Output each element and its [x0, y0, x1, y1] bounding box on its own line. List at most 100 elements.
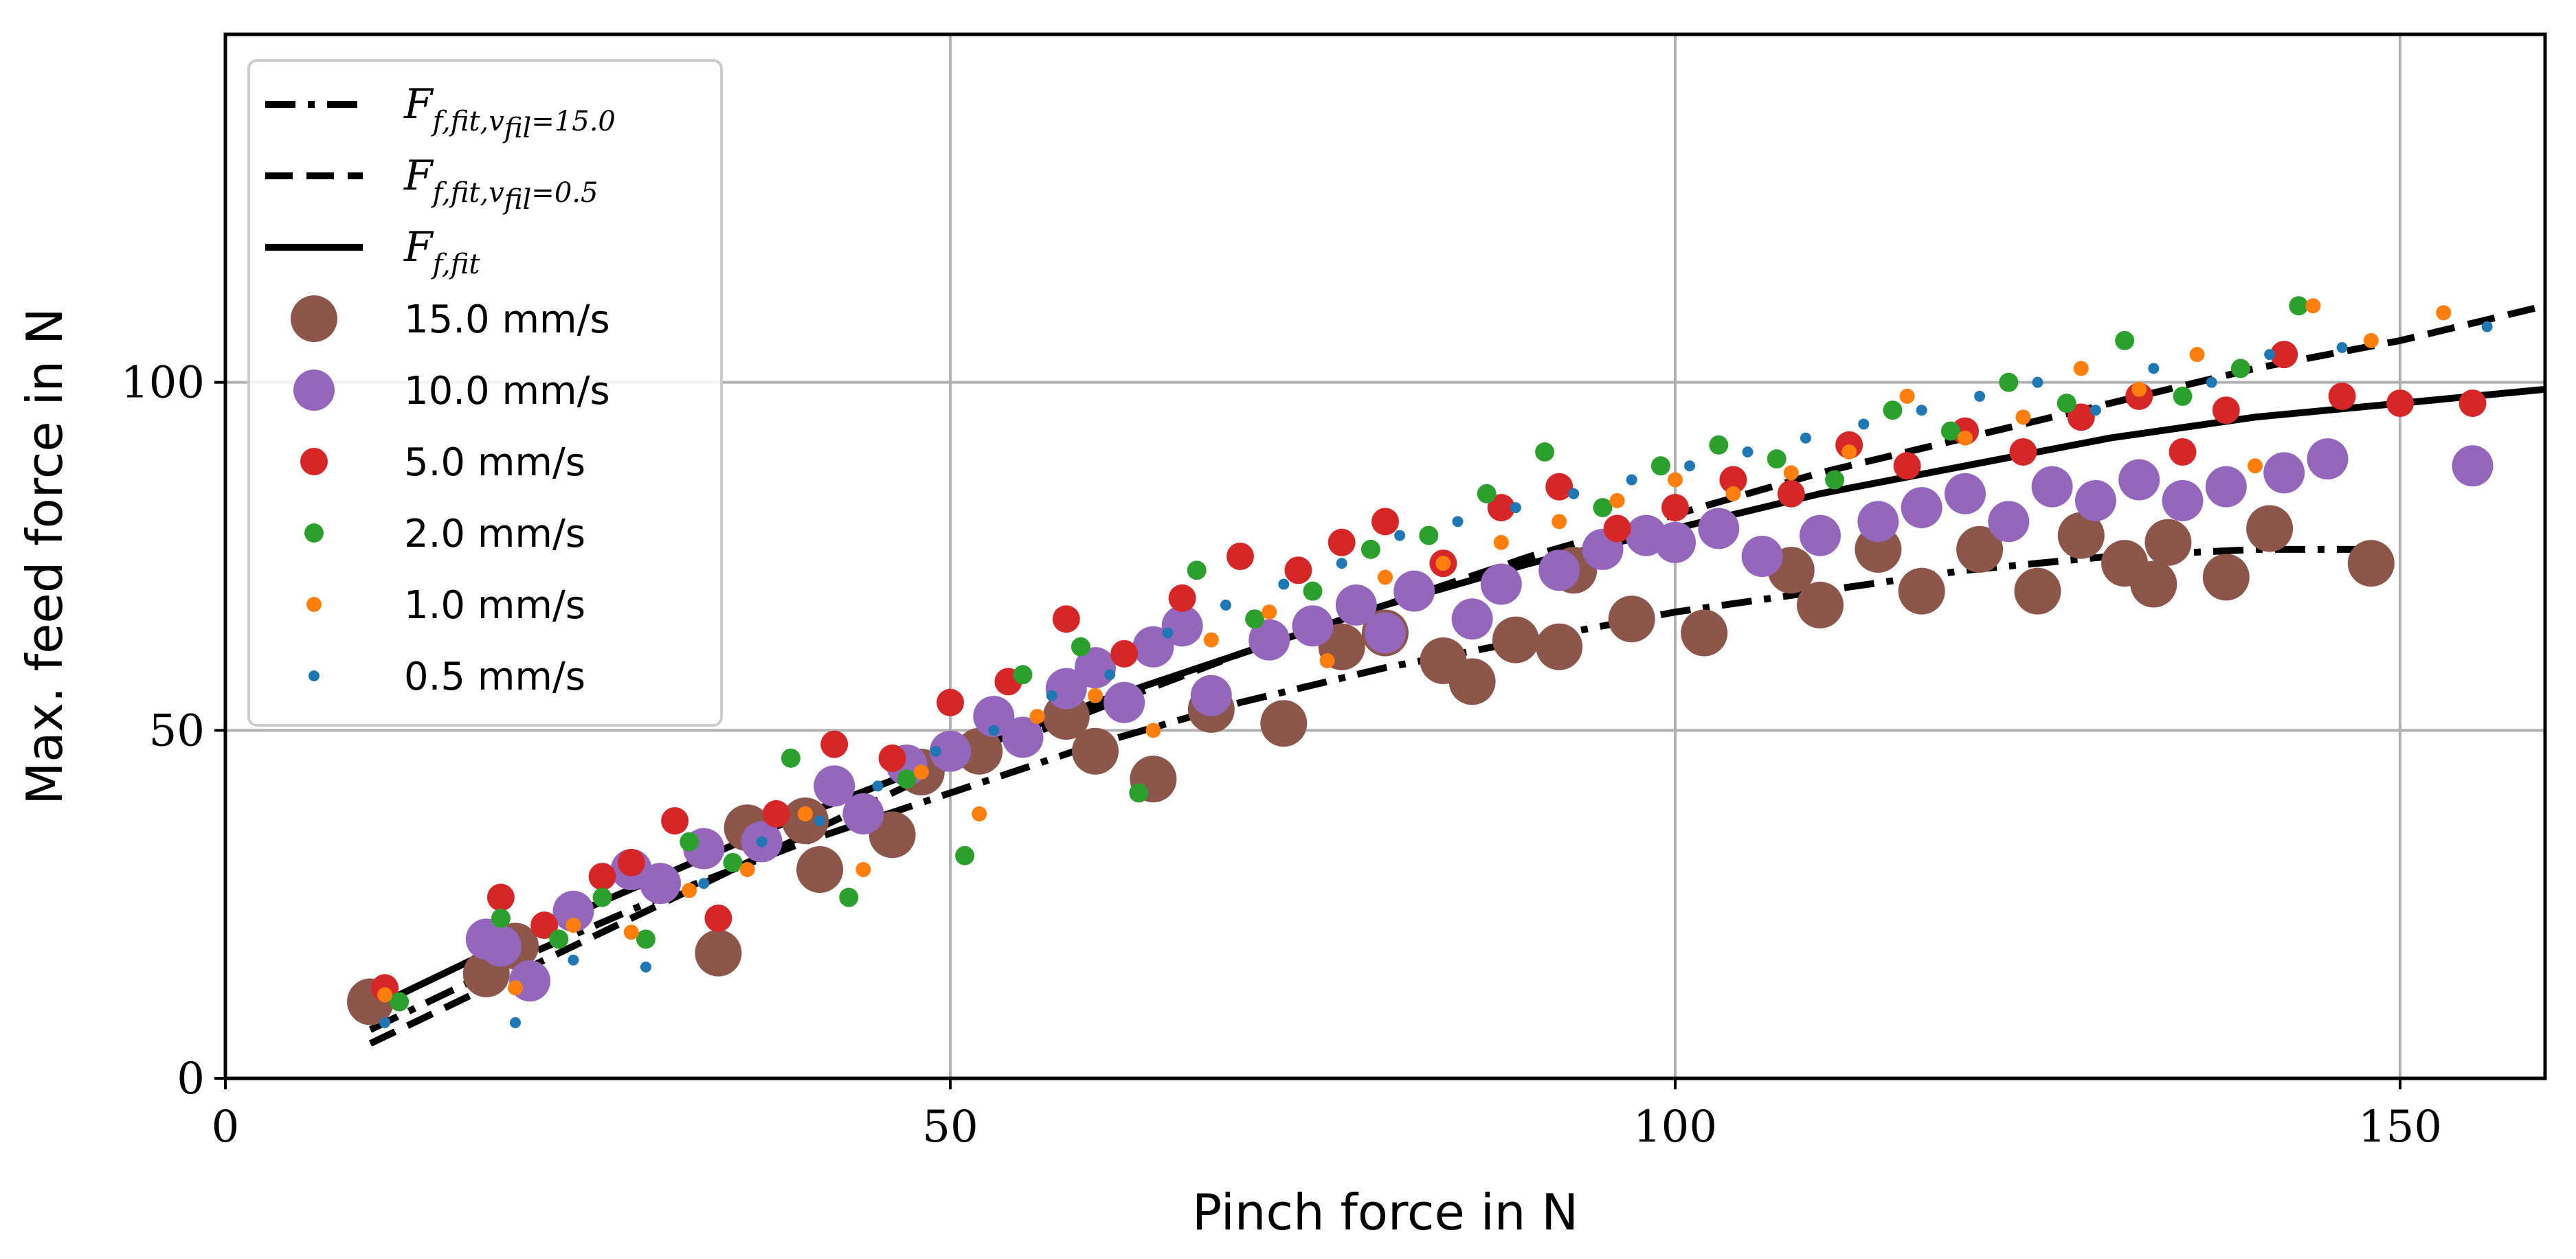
point-15-0-mm-s — [1797, 581, 1844, 628]
point-15-0-mm-s — [1448, 658, 1496, 705]
point-10-0-mm-s — [1698, 508, 1740, 549]
point-2-0-mm-s — [1419, 525, 1439, 545]
point-5-0-mm-s — [1661, 494, 1689, 522]
point-2-0-mm-s — [491, 908, 511, 928]
point-2-0-mm-s — [897, 769, 917, 789]
point-5-0-mm-s — [878, 744, 906, 772]
point-10-0-mm-s — [1538, 549, 1580, 591]
point-0-5-mm-s — [1568, 488, 1580, 499]
point-10-0-mm-s — [1857, 501, 1899, 543]
point-1-0-mm-s — [1493, 534, 1509, 550]
point-10-0-mm-s — [1393, 570, 1435, 612]
point-1-0-mm-s — [1435, 556, 1451, 571]
point-1-0-mm-s — [1668, 472, 1683, 488]
point-5-0-mm-s — [2169, 438, 2197, 466]
point-2-0-mm-s — [390, 992, 410, 1012]
point-5-0-mm-s — [486, 883, 515, 911]
point-5-0-mm-s — [1284, 556, 1312, 585]
point-1-0-mm-s — [739, 862, 755, 877]
point-2-0-mm-s — [1129, 783, 1149, 803]
point-2-0-mm-s — [1940, 421, 1960, 441]
point-1-0-mm-s — [1725, 486, 1741, 501]
point-15-0-mm-s — [695, 929, 742, 977]
point-1-0-mm-s — [623, 925, 639, 940]
point-10-0-mm-s — [1335, 584, 1377, 626]
point-5-0-mm-s — [2459, 389, 2487, 418]
point-1-0-mm-s — [1783, 465, 1799, 481]
legend-label-series: 0.5 mm/s — [404, 655, 585, 699]
point-2-0-mm-s — [592, 887, 612, 907]
point-5-0-mm-s — [1110, 639, 1139, 668]
point-10-0-mm-s — [1800, 514, 1841, 556]
point-1-0-mm-s — [972, 806, 987, 821]
point-15-0-mm-s — [1536, 623, 1583, 670]
x-tick-label: 100 — [1633, 1102, 1717, 1153]
point-0-5-mm-s — [510, 1017, 521, 1028]
point-15-0-mm-s — [2347, 540, 2395, 587]
point-1-0-mm-s — [1203, 632, 1219, 648]
point-15-0-mm-s — [1072, 727, 1119, 775]
legend-marker — [304, 523, 324, 543]
point-2-0-mm-s — [636, 929, 656, 949]
legend-marker — [309, 670, 320, 681]
point-5-0-mm-s — [2328, 382, 2356, 410]
point-5-0-mm-s — [1052, 605, 1080, 633]
point-0-5-mm-s — [2264, 349, 2276, 361]
point-10-0-mm-s — [1002, 716, 1044, 758]
point-10-0-mm-s — [1480, 563, 1522, 605]
legend-box — [247, 59, 723, 727]
point-2-0-mm-s — [1650, 456, 1670, 476]
point-1-0-mm-s — [1029, 709, 1045, 725]
point-0-5-mm-s — [2032, 376, 2043, 388]
point-10-0-mm-s — [1365, 612, 1406, 654]
point-2-0-mm-s — [2289, 296, 2309, 316]
point-2-0-mm-s — [781, 748, 800, 768]
legend-label-fit: Ff,fit,vfil=0.5 — [403, 152, 598, 216]
point-1-0-mm-s — [508, 980, 523, 996]
point-10-0-mm-s — [1292, 605, 1334, 647]
point-5-0-mm-s — [1328, 528, 1356, 556]
legend-label-series: 10.0 mm/s — [404, 369, 610, 413]
point-15-0-mm-s — [2014, 567, 2061, 615]
point-0-5-mm-s — [1220, 599, 1231, 611]
point-15-0-mm-s — [2246, 505, 2294, 552]
point-10-0-mm-s — [2074, 479, 2116, 521]
point-1-0-mm-s — [855, 862, 871, 877]
point-0-5-mm-s — [1800, 432, 1811, 444]
point-2-0-mm-s — [2057, 394, 2076, 413]
point-0-5-mm-s — [2090, 405, 2101, 416]
point-0-5-mm-s — [2148, 363, 2160, 374]
point-15-0-mm-s — [1956, 525, 2004, 573]
point-15-0-mm-s — [2202, 554, 2250, 601]
point-10-0-mm-s — [2118, 459, 2160, 501]
point-2-0-mm-s — [549, 929, 569, 949]
point-2-0-mm-s — [1477, 484, 1497, 503]
point-1-0-mm-s — [2073, 361, 2089, 376]
legend-label-fit: Ff,fit,vfil=15.0 — [403, 80, 616, 144]
point-2-0-mm-s — [1245, 609, 1265, 629]
point-1-0-mm-s — [1262, 604, 1277, 620]
point-5-0-mm-s — [1168, 584, 1196, 612]
legend-marker — [306, 597, 322, 612]
point-0-5-mm-s — [379, 1017, 391, 1028]
legend-label-series: 1.0 mm/s — [404, 583, 585, 628]
x-axis-label: Pinch force in N — [1192, 1183, 1578, 1241]
point-0-5-mm-s — [2336, 342, 2348, 353]
point-10-0-mm-s — [2263, 452, 2305, 494]
point-10-0-mm-s — [2031, 466, 2073, 508]
point-10-0-mm-s — [1988, 501, 2030, 543]
point-5-0-mm-s — [617, 848, 645, 876]
point-1-0-mm-s — [798, 806, 813, 821]
fit-line-dashdot — [368, 545, 2371, 1033]
legend: Ff,fit,vfil=15.0 Ff,fit,vfil=0.5 Ff,fit 15.… — [247, 59, 723, 727]
x-tick-label: 50 — [922, 1102, 978, 1153]
point-2-0-mm-s — [839, 887, 859, 907]
point-0-5-mm-s — [1278, 578, 1290, 590]
y-axis-label: Max. feed force in N — [16, 308, 74, 805]
point-5-0-mm-s — [1371, 508, 1399, 536]
point-5-0-mm-s — [2067, 403, 2095, 431]
point-1-0-mm-s — [2305, 298, 2321, 314]
point-5-0-mm-s — [1487, 494, 1515, 522]
point-10-0-mm-s — [930, 730, 971, 772]
